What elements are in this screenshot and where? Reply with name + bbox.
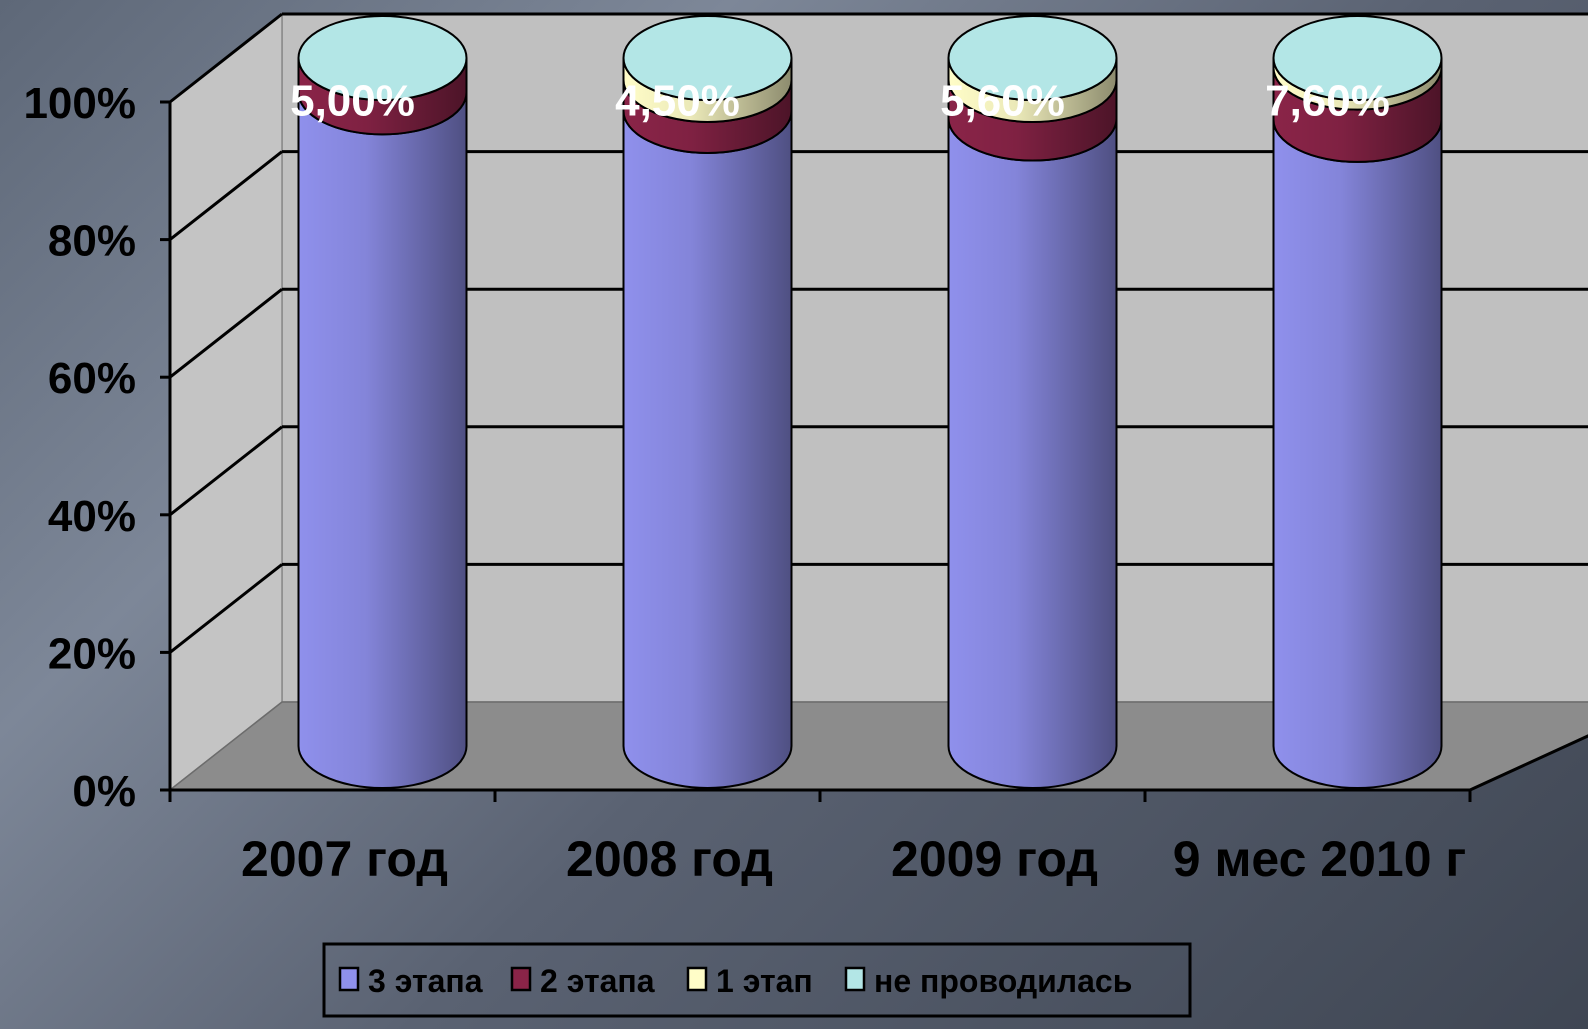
y-tick-label: 20% — [48, 629, 136, 678]
bar-segment-shade — [298, 92, 467, 789]
legend-swatch — [844, 966, 866, 992]
data-label: 5,60% — [940, 76, 1065, 125]
gridline-side — [169, 563, 283, 654]
y-tick-label: 60% — [48, 354, 136, 403]
y-tick-label: 80% — [48, 217, 136, 266]
x-tick-label: 2008 год — [566, 831, 773, 887]
cylinder: 5,60% — [940, 15, 1118, 789]
legend-swatch — [338, 966, 360, 992]
side-wall — [169, 12, 283, 792]
y-tick-label: 40% — [48, 492, 136, 541]
cylinder: 5,00% — [290, 15, 468, 789]
bar-top — [947, 15, 1118, 101]
bar-segment-shade — [948, 80, 1117, 161]
legend-swatch — [510, 966, 532, 992]
bar-segment-shade — [1273, 58, 1442, 110]
legend-label: не проводилась — [874, 963, 1132, 999]
legend-label: 3 этапа — [368, 963, 483, 999]
gridline-side — [169, 425, 283, 516]
data-label: 5,00% — [290, 76, 415, 125]
bar-segment-shade — [948, 118, 1117, 789]
legend-swatch — [686, 966, 708, 992]
gridline-side — [169, 150, 283, 241]
cylinder: 7,60% — [1265, 15, 1443, 789]
bar-top — [622, 15, 793, 101]
legend-label: 2 этапа — [540, 963, 655, 999]
bar-segment-shade — [623, 58, 792, 122]
x-tick-label: 2009 год — [891, 831, 1098, 887]
gridline-side — [169, 288, 283, 379]
x-tick-label: 9 мес 2010 г — [1173, 831, 1466, 887]
legend-box — [322, 942, 1192, 1018]
bar-segment-shade — [1273, 119, 1442, 789]
bar-segment-shade — [623, 110, 792, 788]
y-tick-label: 0% — [72, 767, 136, 816]
data-label: 4,50% — [615, 76, 740, 125]
bar-top — [297, 15, 468, 101]
floor-edge — [1469, 734, 1588, 792]
bar-segment-shade — [948, 58, 1117, 123]
bar-segment-shade — [623, 80, 792, 153]
x-tick-label: 2007 год — [241, 831, 448, 887]
data-label: 7,60% — [1265, 76, 1390, 125]
bar-segment-shade — [298, 58, 467, 135]
y-tick-label: 100% — [23, 79, 136, 128]
gridline-side — [169, 12, 283, 104]
bar-top — [1272, 15, 1443, 101]
legend-label: 1 этап — [716, 963, 813, 999]
legend: 3 этапа 2 этапа 1 этап не проводилась — [322, 942, 1192, 1018]
cylinder: 4,50% — [615, 15, 793, 789]
bar-segment-shade — [1273, 67, 1442, 162]
